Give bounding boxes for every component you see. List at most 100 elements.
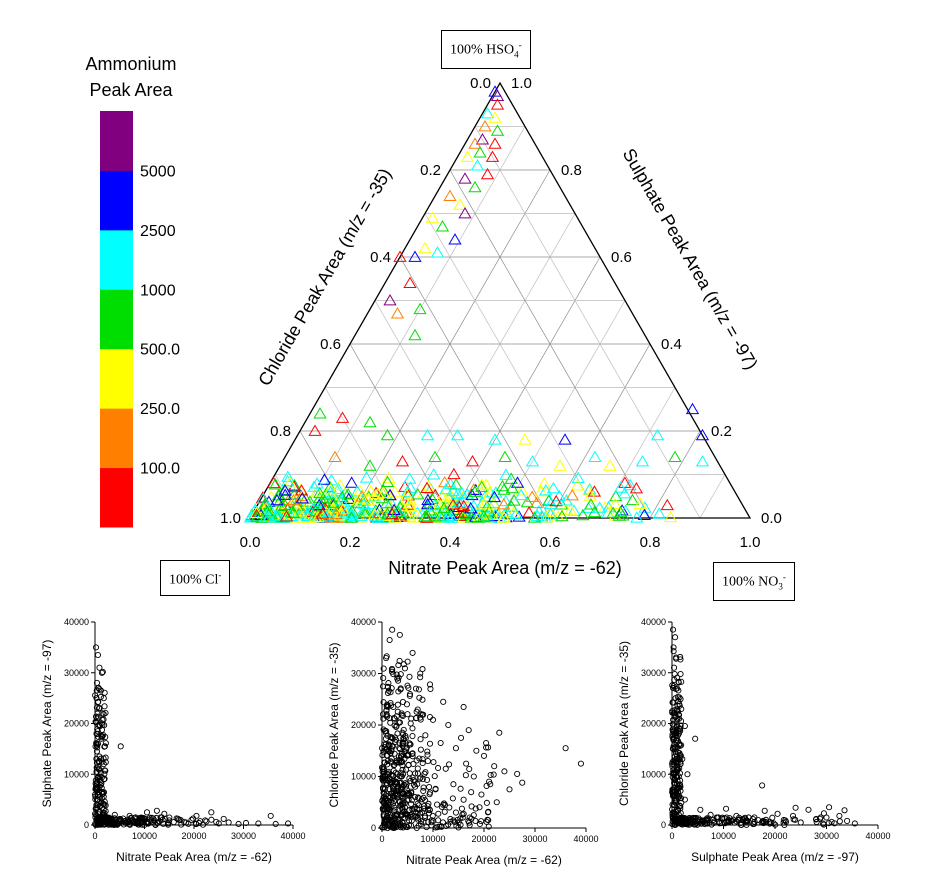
data-point xyxy=(413,757,420,764)
ternary-left-tick: 0.0 xyxy=(470,75,491,92)
ternary-point xyxy=(539,483,553,496)
data-point xyxy=(677,722,684,729)
ternary-point xyxy=(625,493,640,506)
ternary-bottom-tick: 0.4 xyxy=(440,534,461,551)
ternary-point xyxy=(287,488,301,500)
y-axis-label: Chloride Peak Area (m/z = -35) xyxy=(327,642,341,807)
data-point xyxy=(195,819,202,827)
data-point xyxy=(109,817,116,824)
data-point xyxy=(94,820,101,827)
data-point xyxy=(400,736,407,743)
ternary-point xyxy=(286,506,301,519)
data-point xyxy=(501,768,508,775)
data-point xyxy=(441,808,448,815)
data-point xyxy=(457,734,465,741)
data-point xyxy=(188,816,195,823)
ternary-point xyxy=(408,250,422,262)
data-point xyxy=(446,761,453,768)
data-point xyxy=(677,670,684,678)
ternary-point xyxy=(283,476,297,488)
data-point xyxy=(99,668,106,675)
data-point xyxy=(385,680,392,687)
data-point xyxy=(692,735,699,742)
data-point xyxy=(384,813,391,820)
data-point xyxy=(391,714,398,722)
data-point xyxy=(506,786,513,793)
data-point xyxy=(220,815,227,822)
ternary-point xyxy=(312,498,326,511)
ternary-point xyxy=(490,98,505,110)
data-point xyxy=(841,807,848,814)
data-point xyxy=(96,803,103,810)
data-point xyxy=(384,689,391,697)
ternary-point xyxy=(465,454,480,467)
x-axis-label: Sulphate Peak Area (m/z = -97) xyxy=(691,850,859,864)
data-point xyxy=(138,818,146,826)
ternary-point xyxy=(695,428,710,441)
ternary-point xyxy=(571,471,585,484)
data-point xyxy=(813,815,820,822)
ternary-point xyxy=(505,481,519,494)
data-point xyxy=(463,760,470,767)
data-point xyxy=(426,713,434,721)
data-point xyxy=(99,758,106,765)
data-point xyxy=(669,809,676,816)
corner-label-chloride-sup: - xyxy=(218,570,222,580)
ternary-point xyxy=(439,493,453,505)
data-point xyxy=(111,811,118,818)
data-point xyxy=(395,688,402,695)
x-tick-label: 30000 xyxy=(231,831,256,841)
ternary-point xyxy=(250,510,264,523)
data-point xyxy=(396,759,403,766)
grid-line xyxy=(399,213,576,519)
ternary-point xyxy=(507,494,521,506)
y-tick-label: 40000 xyxy=(641,617,666,627)
data-point xyxy=(426,740,434,747)
data-point xyxy=(772,821,779,828)
ternary-left-tick: 0.6 xyxy=(320,336,341,353)
data-point xyxy=(424,748,431,755)
data-point xyxy=(153,807,160,814)
data-point xyxy=(399,729,406,736)
data-point xyxy=(379,775,386,782)
ternary-point xyxy=(256,492,270,504)
data-point xyxy=(445,821,452,828)
x-axis-label: Nitrate Peak Area (m/z = -62) xyxy=(116,850,272,864)
data-point xyxy=(96,664,103,671)
ternary-point xyxy=(425,211,440,223)
ternary-point xyxy=(613,481,628,493)
data-point xyxy=(730,816,737,823)
scatter-nitrate-chloride: 0 10000 20000 30000 40000 0 10000 20000 30000 400… xyxy=(327,617,599,867)
ternary-point xyxy=(485,150,500,162)
data-point xyxy=(390,788,398,795)
data-point xyxy=(409,806,416,813)
data-point xyxy=(759,782,766,789)
ternary-bottom-tick: 0.0 xyxy=(240,534,261,551)
data-point xyxy=(396,819,403,826)
data-point xyxy=(781,821,788,829)
ternary-point xyxy=(411,488,425,500)
y-tick-label: 20000 xyxy=(351,720,376,730)
data-point xyxy=(98,735,105,742)
ternary-bottom-tick: 0.6 xyxy=(540,534,561,551)
data-point xyxy=(826,804,833,811)
data-point xyxy=(460,810,467,817)
data-point xyxy=(423,824,430,831)
data-point xyxy=(96,753,103,760)
data-point xyxy=(403,746,410,753)
y-tick-label: 30000 xyxy=(64,668,89,678)
data-point xyxy=(96,686,103,693)
ternary-point xyxy=(441,511,455,523)
data-point xyxy=(406,740,413,747)
x-tick-label: 30000 xyxy=(814,831,839,841)
ternary-point xyxy=(514,488,528,501)
ternary-point xyxy=(630,511,644,523)
data-point xyxy=(677,754,684,761)
data-point xyxy=(113,820,120,827)
data-point xyxy=(425,810,433,817)
data-point xyxy=(805,806,812,813)
data-point xyxy=(751,814,758,821)
data-point xyxy=(383,746,390,753)
ternary-point xyxy=(543,508,558,520)
ternary-right-tick: 0.2 xyxy=(711,423,732,440)
